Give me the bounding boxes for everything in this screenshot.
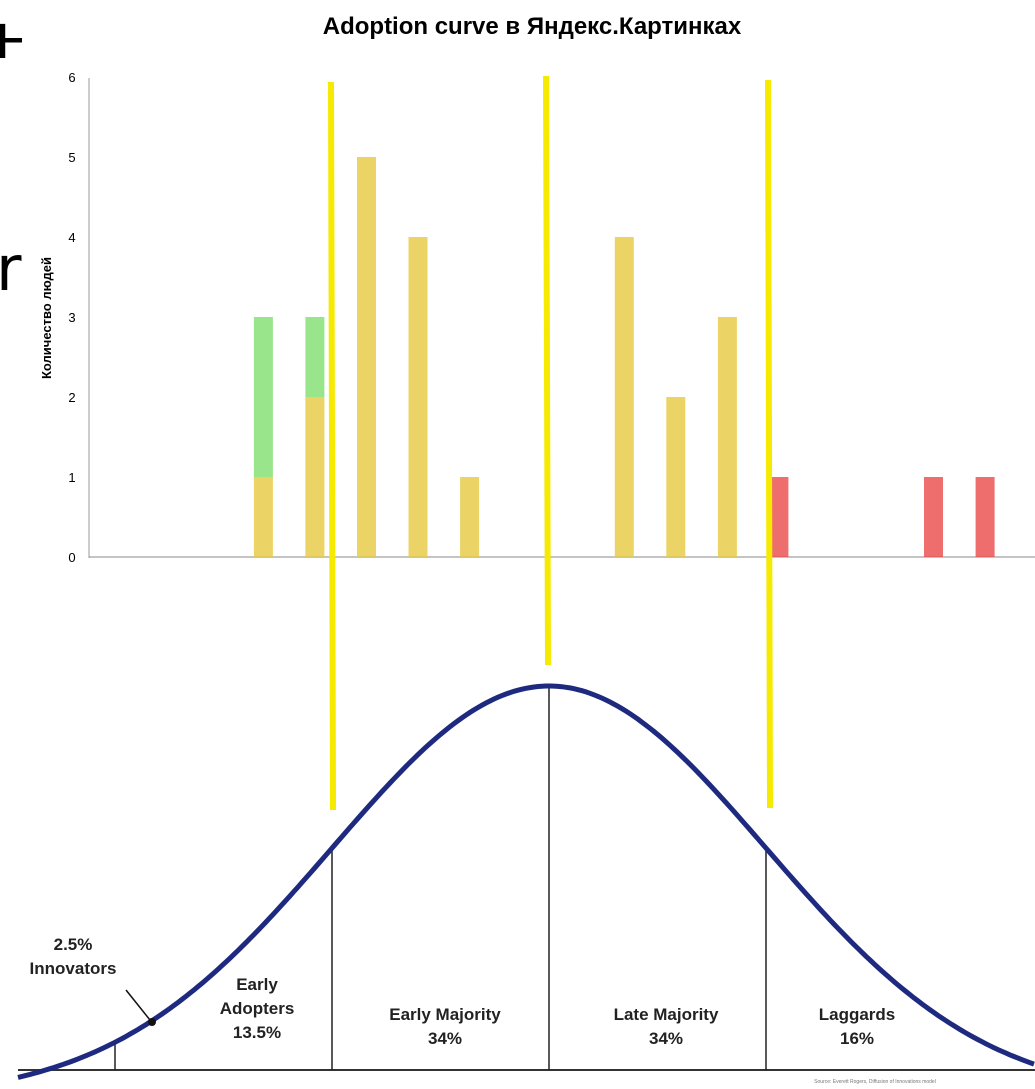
y-tick-label: 3 — [68, 310, 75, 325]
segment-label: Early — [236, 975, 278, 994]
bar-segment — [357, 157, 376, 557]
chart-title: Adoption curve в Яндекс.Картинках — [323, 13, 742, 40]
bell-curve-group — [17, 683, 1035, 1080]
y-tick-label: 2 — [68, 390, 75, 405]
y-axis-ticks: 0 1 2 3 4 5 6 — [68, 70, 75, 565]
innovators-pointer — [125, 989, 151, 1021]
bar-segment — [408, 237, 428, 557]
bars-group — [253, 157, 995, 557]
bar-segment — [305, 317, 325, 397]
segment-label: 16% — [840, 1029, 874, 1048]
segment-label: Early Majority — [389, 1005, 501, 1024]
innovators-dot — [148, 1018, 156, 1026]
bar-segment — [305, 397, 325, 557]
y-tick-label: 6 — [68, 70, 75, 85]
bar-segment — [924, 477, 943, 557]
segment-label: Laggards — [819, 1005, 896, 1024]
y-axis-label: Количество людей — [39, 257, 54, 379]
bar-segment — [769, 477, 789, 557]
chart-background — [22, 0, 1035, 1089]
y-tick-label: 0 — [68, 550, 75, 565]
bar-segment — [460, 477, 480, 557]
bar-segment — [975, 477, 995, 557]
yellow-dividers — [328, 75, 773, 811]
segment-labels: 2.5% Innovators Early Adopters 13.5% Early Ma… — [30, 935, 896, 1048]
segment-label: Late Majority — [614, 1005, 719, 1024]
yellow-divider-line — [328, 81, 336, 811]
bar-segment — [253, 477, 273, 557]
y-tick-label: 5 — [68, 150, 75, 165]
segment-label: Innovators — [30, 959, 117, 978]
bar-segment — [614, 237, 634, 557]
segment-label: 13.5% — [233, 1023, 281, 1042]
segment-label: Adopters — [220, 999, 295, 1018]
segment-label: 34% — [649, 1029, 683, 1048]
yellow-divider-line — [543, 75, 551, 666]
bell-curve — [17, 683, 1035, 1080]
segment-label: 2.5% — [54, 935, 93, 954]
y-tick-label: 1 — [68, 470, 75, 485]
source-note: Source: Everett Rogers, Diffusion of Inn… — [814, 1079, 936, 1085]
bar-segment — [666, 397, 686, 557]
segment-label: 34% — [428, 1029, 462, 1048]
y-tick-label: 4 — [68, 230, 75, 245]
bar-segment — [717, 317, 737, 557]
bar-segment — [253, 317, 273, 477]
yellow-divider-line — [765, 79, 773, 809]
